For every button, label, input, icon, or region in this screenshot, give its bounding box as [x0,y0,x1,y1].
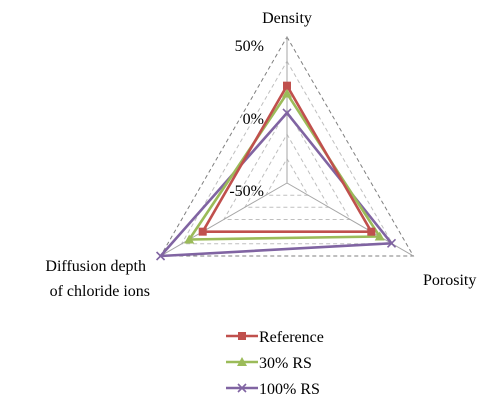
grid-ring [180,60,394,245]
grid-ring [265,157,309,196]
axis-label-diffusion-line1: Diffusion depth [45,258,146,275]
legend-label: 30% RS [259,355,312,372]
series-point [386,238,397,248]
axis-spoke [160,182,288,257]
legend-marker [237,383,247,393]
series-point [283,81,291,90]
tick-label-neg50: -50% [229,183,264,200]
legend-label: Reference [259,329,324,346]
legend: Reference 30% RS 100% RS [226,329,324,398]
series-point [282,88,292,98]
axis-label-diffusion-line2: of chloride ions [50,283,150,300]
axis-label-density: Density [262,10,312,27]
series-point [184,234,195,244]
grid-ring [222,108,352,220]
series-point [155,251,166,261]
tick-label-0: 0% [243,111,264,128]
series-point [374,231,385,241]
legend-marker [238,332,246,340]
series-line [201,84,373,233]
legend-marker [237,357,247,366]
legend-label: 100% RS [259,381,320,398]
grid-ring [159,35,415,257]
axis-label-diffusion: Diffusion depth of chloride ions [45,258,150,300]
series-point [367,227,376,236]
series-point [198,227,207,236]
grid-ring [244,133,330,208]
series-line [159,111,393,258]
axis-label-porosity: Porosity [423,272,476,289]
series-point [282,108,292,118]
radar-series [155,81,397,261]
tick-label-50: 50% [235,38,264,55]
